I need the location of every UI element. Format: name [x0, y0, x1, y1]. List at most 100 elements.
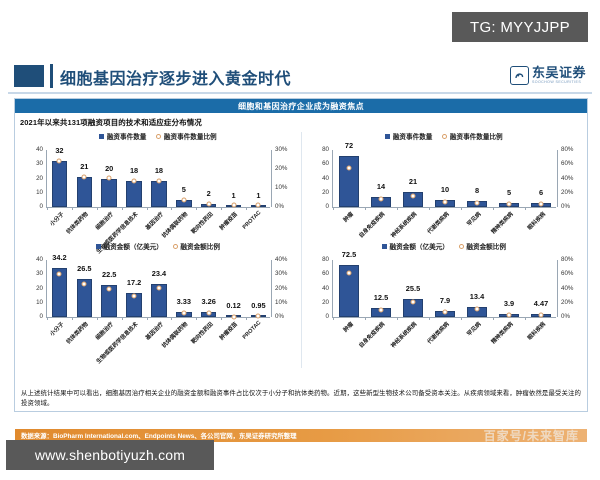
ratio-point [181, 310, 187, 316]
x-tick-label: 细胞治疗 [94, 321, 115, 342]
y-tick-label: 10 [36, 298, 43, 306]
bar [403, 298, 423, 317]
bar-item[interactable]: 3.9 [493, 260, 525, 320]
y2-tick-label: 60% [561, 160, 574, 168]
bar-value-label: 3.26 [201, 297, 216, 307]
bar-item[interactable]: 7.9 [429, 260, 461, 320]
ratio-point [106, 175, 112, 181]
x-tick [429, 317, 430, 320]
legend-label: 融资事件数量 [392, 134, 433, 141]
y-axis-left: 80 60 40 20 0 [307, 256, 331, 319]
y-tick-label: 0 [39, 203, 43, 210]
y-axis-right: 30% 20% 10% 0% [273, 146, 297, 209]
url-watermark-badge: www.shenbotiyuzh.com [6, 440, 214, 470]
x-tick [71, 317, 73, 320]
x-label-cell: 靶向性药田 [190, 210, 221, 236]
bar-item[interactable]: 13.4 [461, 260, 493, 320]
bar-item[interactable]: 18 [121, 150, 147, 210]
bar-item[interactable]: 25.5 [397, 260, 429, 320]
bar-value-label: 18 [129, 166, 139, 176]
bar [403, 192, 423, 207]
x-tick-label: 肿瘤疫苗 [219, 211, 240, 232]
ratio-point [81, 281, 87, 287]
bar-item[interactable]: 12.5 [365, 260, 397, 320]
legend-item: 融资事件数量 [99, 131, 146, 141]
bar-item[interactable]: 20 [96, 150, 122, 210]
bar-item[interactable]: 72.5 [333, 250, 365, 320]
x-tick [333, 207, 334, 210]
ratio-point [81, 174, 87, 180]
bar [151, 283, 167, 317]
axis-line-right [271, 150, 272, 207]
x-tick-label: 基因治疗 [144, 211, 165, 232]
source-text: 数据来源：BioPharm International.com、Endpoint… [21, 433, 297, 440]
bar-item[interactable]: 10 [429, 150, 461, 210]
bar-item[interactable]: 4.47 [525, 260, 557, 320]
bar-item[interactable]: 21 [397, 150, 429, 210]
x-tick [121, 207, 123, 210]
bar-item[interactable]: 34.2 [47, 253, 72, 320]
legend-item: 融资金额比例 [458, 241, 506, 251]
bar-item[interactable]: 3.26 [196, 260, 221, 320]
bar-item[interactable]: 23.4 [146, 260, 172, 320]
bar-item[interactable]: 0.95 [246, 260, 271, 320]
bar-item[interactable]: 22.5 [96, 260, 122, 320]
y-tick-label: 40 [322, 174, 329, 182]
bar-item[interactable]: 0.12 [221, 260, 246, 320]
logo-name-cn: 东吴证券 [531, 65, 586, 81]
ratio-point [474, 306, 480, 312]
ratio-point [106, 286, 112, 291]
axis-line-left [46, 150, 47, 207]
axis-line-left [332, 150, 333, 207]
bar-item[interactable]: 1 [221, 150, 246, 210]
bar-item[interactable]: 1 [246, 150, 271, 210]
legend-label: 融资金额比例 [180, 244, 220, 251]
y-tick-label: 40 [36, 146, 43, 153]
legend-label: 融资金额（亿美元） [389, 244, 449, 251]
bar-value-label: 21 [80, 162, 89, 172]
bar-item[interactable]: 26.5 [71, 260, 97, 320]
panel-subtitle: 2021年以来共131项融资项目的技术和适应症分布情况 [20, 118, 202, 127]
chart-plot-area: 80 60 40 20 0 80% 60% 40% 20% 0% 72 14 21 10 8 5 6 肿瘤 自身免疫… [301, 141, 587, 240]
bar [101, 178, 117, 207]
x-label-cell: 肿瘤疫苗 [219, 210, 246, 236]
x-tick [196, 207, 198, 210]
bar-item[interactable]: 5 [171, 150, 196, 210]
x-label-cell: 罕见病 [461, 320, 493, 346]
bar-value-label: 32 [55, 146, 64, 156]
ratio-point [378, 196, 384, 202]
x-tick-label: 精神类疾病 [490, 211, 515, 236]
bar [126, 181, 142, 207]
y-tick-label: 80 [322, 256, 329, 263]
x-tick [493, 207, 494, 210]
x-tick [146, 317, 148, 320]
bar-item[interactable]: 18 [146, 150, 172, 210]
ratio-point [56, 271, 62, 277]
x-tick-label: 肿瘤疫苗 [219, 321, 240, 342]
y-axis-right: 80% 60% 40% 20% 0% [559, 146, 583, 209]
brand-logo: 东吴证券 SOOCHOW SECURITIES [509, 65, 586, 85]
axis-line-right [557, 260, 558, 317]
bar-item[interactable]: 8 [461, 150, 493, 210]
x-tick [71, 207, 73, 210]
ratio-point [56, 158, 62, 164]
ratio-point [410, 193, 416, 199]
bar-item[interactable]: 2 [196, 150, 221, 210]
y2-tick-label: 20% [275, 165, 288, 172]
header-accent-square [14, 65, 44, 87]
bar-item[interactable]: 3.33 [171, 260, 196, 320]
bar-item[interactable]: 72 [333, 141, 365, 210]
x-tick [221, 317, 223, 320]
y2-tick-label: 40% [561, 284, 574, 292]
bar-item[interactable]: 14 [365, 150, 397, 210]
y-tick-label: 10 [36, 188, 43, 196]
bar-item[interactable]: 21 [71, 150, 97, 210]
bar-item[interactable]: 32 [47, 146, 72, 210]
bar-item[interactable]: 6 [525, 150, 557, 210]
y-axis-right: 40% 30% 20% 10% 0% [273, 256, 297, 319]
bar-item[interactable]: 17.2 [121, 260, 147, 320]
bar-item[interactable]: 5 [493, 150, 525, 210]
bar [339, 155, 359, 207]
legend-label: 融资金额（亿美元） [103, 244, 163, 251]
x-tick [47, 207, 48, 210]
